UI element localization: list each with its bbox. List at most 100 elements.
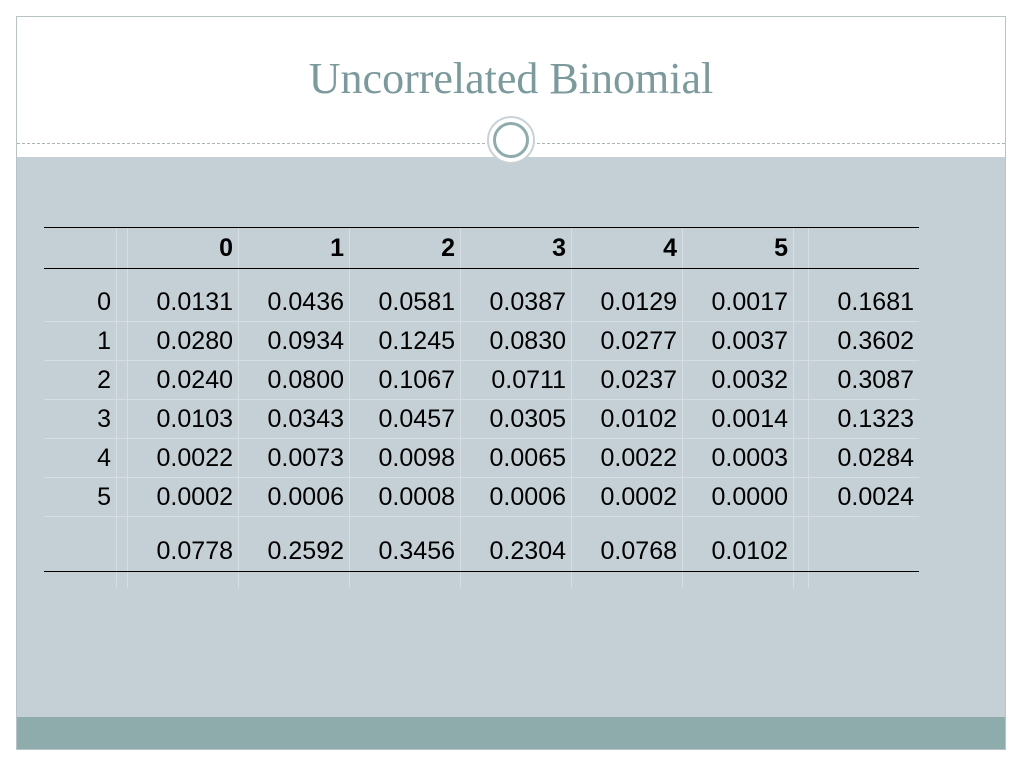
table-cell: 0.0003 [682, 438, 794, 478]
table-gap-cell [793, 531, 809, 572]
table-gap-cell [571, 571, 683, 588]
table-cell: 0.0800 [238, 360, 350, 400]
table-cell: 0.0280 [127, 321, 239, 361]
column-total: 0.0102 [682, 531, 794, 572]
table-cell: 0.0305 [460, 399, 572, 439]
table-cell: 0.0006 [238, 477, 350, 517]
slide-title: Uncorrelated Binomial [308, 54, 714, 103]
table-gap-cell [116, 283, 128, 322]
table-gap-cell [793, 477, 809, 517]
table-cell: 0.0037 [682, 321, 794, 361]
table-cell: 0.0073 [238, 438, 350, 478]
table-gap-cell [682, 516, 794, 531]
table-cell: 0.0711 [460, 360, 572, 400]
row-total: 0.3087 [808, 360, 919, 400]
table-cell: 0.0436 [238, 283, 350, 322]
table-gap-cell [116, 227, 128, 269]
table-gap-cell [571, 516, 683, 531]
table-cell: 0.0032 [682, 360, 794, 400]
table-gap-cell [460, 516, 572, 531]
table-gap-cell [682, 268, 794, 283]
table-gap-cell [349, 571, 461, 588]
table-gap-cell [238, 516, 350, 531]
table-cell: 0.0022 [571, 438, 683, 478]
table-cell: 0.0008 [349, 477, 461, 517]
column-total: 0.2304 [460, 531, 572, 572]
row-label: 2 [44, 360, 117, 400]
table-cell: 0.0002 [571, 477, 683, 517]
table-gap-cell [44, 516, 117, 531]
table-gap-cell [127, 516, 239, 531]
table-row: 3 0.0103 0.0343 0.0457 0.0305 0.0102 0.0014 0.1… [44, 399, 919, 439]
circle-ornament-icon [487, 116, 535, 164]
table-gap-cell [116, 571, 128, 588]
table-cell: 0.0006 [460, 477, 572, 517]
table-cell: 0.0103 [127, 399, 239, 439]
table-gap-cell [793, 438, 809, 478]
row-total: 0.0024 [808, 477, 919, 517]
column-total: 0.0768 [571, 531, 683, 572]
table-cell: 0.0002 [127, 477, 239, 517]
table-cell: 0.0000 [682, 477, 794, 517]
table-cell: 0.0022 [127, 438, 239, 478]
footer-band [17, 717, 1005, 749]
table-gap-cell [793, 360, 809, 400]
table-cell: 0.0457 [349, 399, 461, 439]
table-gap-cell [44, 269, 117, 284]
column-header: 4 [571, 227, 683, 269]
table-gap-cell [571, 268, 683, 283]
table-row: 2 0.0240 0.0800 0.1067 0.0711 0.0237 0.0032 0.3… [44, 360, 919, 400]
table-gap-cell [116, 321, 128, 361]
table-gap-cell [793, 571, 809, 588]
total-header-cell [808, 227, 919, 269]
table-gap-cell [808, 571, 919, 588]
column-header: 0 [127, 227, 239, 269]
table-spacer-row [44, 268, 919, 284]
table-gap-cell [793, 321, 809, 361]
column-total: 0.2592 [238, 531, 350, 572]
table-cell: 0.1245 [349, 321, 461, 361]
table-gap-cell [127, 268, 239, 283]
table-cell: 0.0065 [460, 438, 572, 478]
table-row: 0 0.0131 0.0436 0.0581 0.0387 0.0129 0.0017 0.1… [44, 283, 919, 322]
table-gap-cell [793, 227, 809, 269]
column-header: 1 [238, 227, 350, 269]
table-gap-cell [116, 438, 128, 478]
row-total: 0.0284 [808, 438, 919, 478]
grand-total-cell [808, 531, 919, 572]
table-gap-cell [116, 399, 128, 439]
table-gap-cell [116, 516, 128, 531]
table-gap-cell [793, 516, 809, 531]
table-cell: 0.0277 [571, 321, 683, 361]
table-row: 4 0.0022 0.0073 0.0098 0.0065 0.0022 0.0003 0.0… [44, 438, 919, 478]
column-total: 0.3456 [349, 531, 461, 572]
table-cell: 0.0934 [238, 321, 350, 361]
table-cell: 0.0387 [460, 283, 572, 322]
table-gap-cell [127, 571, 239, 588]
row-label: 5 [44, 477, 117, 517]
probability-table: 0 1 2 3 4 5 0 0.0131 0.0436 0.0581 0.0387 0.0129 0.0… [44, 227, 919, 588]
row-label: 0 [97, 288, 111, 316]
column-header: 5 [682, 227, 794, 269]
row-label: 3 [44, 399, 117, 439]
table-row: 5 0.0002 0.0006 0.0008 0.0006 0.0002 0.0000 0.0… [44, 477, 919, 517]
column-totals-row: 0.0778 0.2592 0.3456 0.2304 0.0768 0.0102 [44, 531, 919, 572]
column-header: 3 [460, 227, 572, 269]
table-gap-cell [349, 516, 461, 531]
table-cell: 0.0830 [460, 321, 572, 361]
table-gap-cell [460, 571, 572, 588]
table-cell: 0.0343 [238, 399, 350, 439]
table-gap-cell [238, 571, 350, 588]
column-total: 0.0778 [127, 531, 239, 572]
table-gap-cell [116, 477, 128, 517]
table-gap-cell [808, 268, 919, 283]
table-gap-cell [349, 268, 461, 283]
row-total: 0.1323 [808, 399, 919, 439]
row-label: 1 [44, 321, 117, 361]
column-header: 2 [349, 227, 461, 269]
table-gap-cell [460, 268, 572, 283]
row-total: 0.3602 [808, 321, 919, 361]
table-gap-cell [44, 572, 117, 589]
row-total: 0.1681 [808, 283, 919, 322]
